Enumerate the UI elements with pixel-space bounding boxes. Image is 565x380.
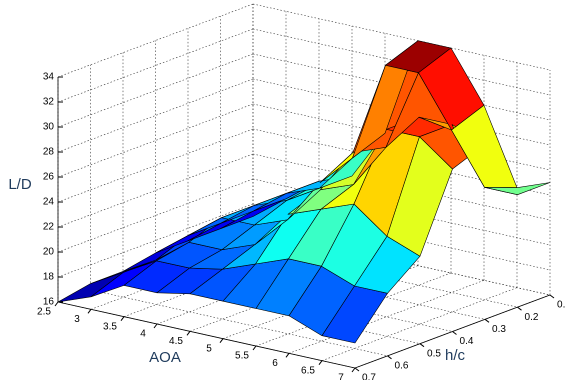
- z-axis-title: L/D: [8, 176, 32, 193]
- y-tick-label: 0.7: [362, 373, 376, 380]
- x-tick-label: 5: [206, 343, 212, 354]
- y-tick-label: 0.6: [395, 360, 409, 371]
- z-tick-label: 32: [43, 97, 55, 108]
- x-tick: [153, 323, 158, 329]
- x-tick-label: 5.5: [235, 351, 249, 362]
- y-tick: [452, 331, 457, 335]
- x-tick-label: 4: [140, 329, 146, 340]
- x-tick: [252, 345, 257, 351]
- z-tick-label: 34: [43, 72, 55, 83]
- x-tick-label: 3: [74, 314, 80, 325]
- z-tick-label: 18: [43, 272, 55, 283]
- y-tick: [484, 318, 490, 323]
- y-tick-label: 0.2: [525, 312, 539, 323]
- y-tick-label: 0.5: [427, 348, 441, 359]
- y-tick-label: 0.3: [492, 324, 506, 335]
- y-axis-title: h/c: [445, 347, 466, 364]
- x-axis-title: AOA: [149, 349, 181, 366]
- x-tick-label: 4.5: [169, 336, 183, 347]
- z-tick-label: 30: [43, 122, 55, 133]
- y-tick: [354, 367, 360, 372]
- z-tick-label: 20: [43, 247, 55, 258]
- x-tick: [351, 367, 356, 373]
- z-tick-label: 28: [43, 147, 55, 158]
- y-tick-label: 0.4: [460, 336, 474, 347]
- x-tick-label: 3.5: [103, 321, 117, 332]
- y-tick: [387, 355, 392, 360]
- x-tick-label: 7: [338, 373, 344, 380]
- x-tick: [54, 301, 59, 307]
- x-tick: [120, 316, 125, 321]
- surface-patch: [484, 182, 551, 195]
- axis-line: [57, 301, 356, 369]
- y-tick: [517, 306, 522, 311]
- z-tick-label: 22: [43, 222, 55, 233]
- x-tick: [318, 360, 323, 365]
- z-tick-label: 16: [43, 297, 55, 308]
- x-tick-label: 6: [272, 358, 278, 369]
- x-tick: [285, 353, 290, 358]
- x-tick-label: 2.5: [37, 307, 51, 318]
- y-tick: [419, 343, 425, 348]
- x-tick: [219, 338, 224, 343]
- x-tick: [186, 331, 191, 336]
- x-tick: [87, 309, 92, 314]
- z-tick-label: 24: [43, 197, 55, 208]
- y-tick-label: 0.1: [557, 300, 565, 311]
- y-tick: [549, 294, 555, 299]
- z-tick-label: 26: [43, 172, 55, 183]
- x-tick-label: 6.5: [301, 365, 315, 376]
